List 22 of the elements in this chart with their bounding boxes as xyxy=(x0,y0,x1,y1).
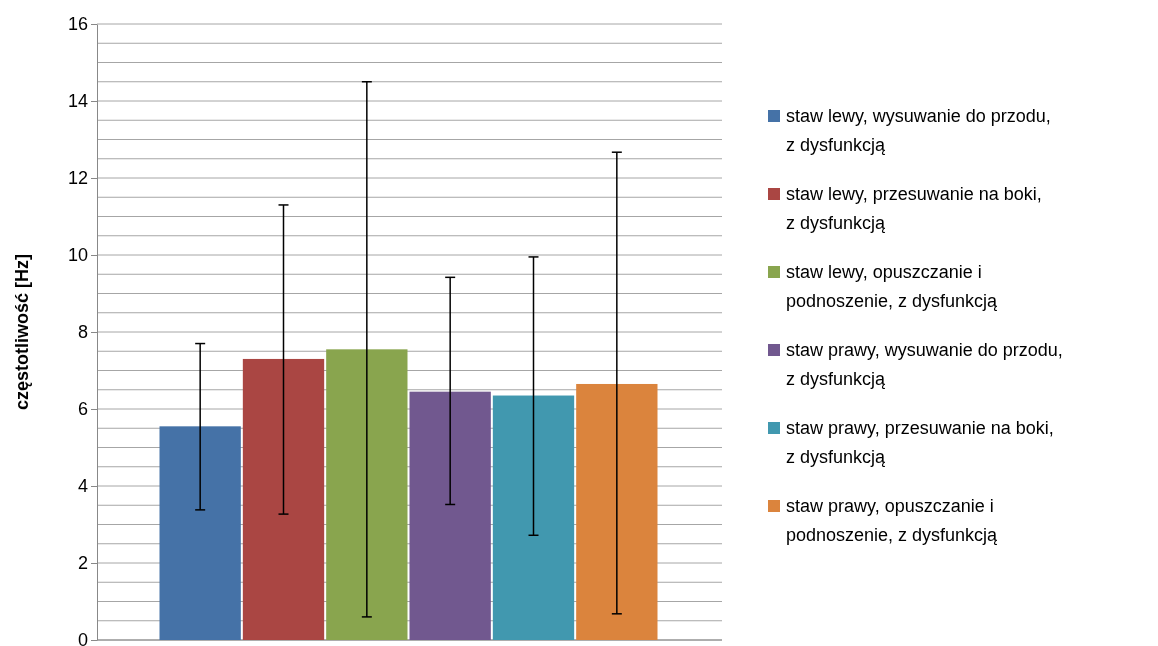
bar xyxy=(492,395,575,640)
bar xyxy=(576,383,658,640)
y-tick-label: 12 xyxy=(67,168,88,189)
y-tick-label: 8 xyxy=(77,322,88,343)
bar xyxy=(409,391,491,640)
y-tick-label: 4 xyxy=(77,476,88,497)
legend-label: staw lewy, przesuwanie na boki, z dysfunkcją xyxy=(786,184,1042,233)
legend-label: staw lewy, wysuwanie do przodu, z dysfunkcją xyxy=(786,106,1051,155)
y-tick-label: 16 xyxy=(67,14,88,35)
legend-label: staw prawy, wysuwanie do przodu, z dysfunkcją xyxy=(786,340,1063,389)
legend-label: staw prawy, przesuwanie na boki, z dysfunkcją xyxy=(786,418,1054,467)
y-tick-label: 10 xyxy=(67,245,88,266)
y-tick-label: 0 xyxy=(77,630,88,646)
legend-label: staw prawy, opuszczanie i podnoszenie, z dysfunkcją xyxy=(786,496,999,545)
bar xyxy=(159,426,241,640)
bar xyxy=(326,349,408,640)
y-tick-label: 6 xyxy=(77,399,88,420)
bar xyxy=(242,358,325,640)
y-tick-label: 2 xyxy=(77,553,88,574)
y-axis-title: częstotliwość [Hz] xyxy=(12,253,32,411)
y-tick-label: 14 xyxy=(67,91,88,112)
legend-label: staw lewy, opuszczanie i podnoszenie, z dysfunkcją xyxy=(786,262,999,311)
